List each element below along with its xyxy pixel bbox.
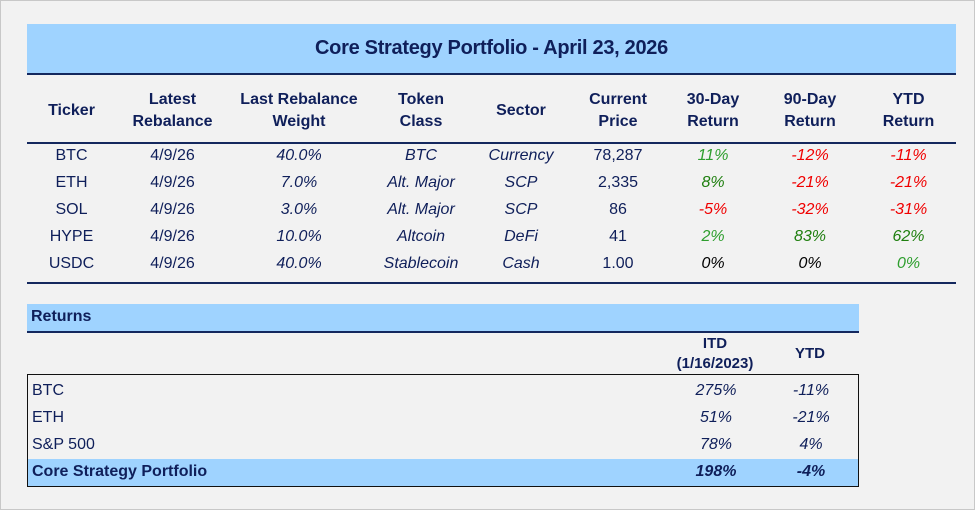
cell-weight: 40.0%: [276, 255, 322, 272]
returns-row: ETH 51% -21%: [28, 405, 858, 432]
cell-ticker: USDC: [48, 255, 95, 272]
cell-weight: 10.0%: [276, 228, 322, 245]
column-header: Token Class: [369, 79, 473, 142]
page-title: Core Strategy Portfolio - April 23, 2026: [315, 37, 668, 59]
cell-price: 78,287: [593, 147, 643, 164]
column-header-label: Token Class: [398, 90, 444, 130]
column-header-label: Ticker: [48, 101, 95, 119]
cell-weight: 3.0%: [280, 201, 318, 218]
column-header: Current Price: [569, 79, 667, 142]
cell-ytd: 62%: [892, 228, 925, 245]
column-header: YTD Return: [861, 79, 956, 142]
cell-sector: SCP: [504, 201, 538, 218]
cell-sector: DeFi: [504, 228, 538, 245]
returns-row: S&P 500 78% 4%: [28, 432, 858, 459]
column-header-label: Current Price: [589, 90, 647, 130]
cell-r30: 2%: [701, 228, 725, 245]
cell-ticker: ETH: [55, 174, 88, 191]
cell-class: Stablecoin: [383, 255, 459, 272]
itd-label: ITD: [702, 335, 728, 352]
holdings-table: BTC 4/9/26 40.0% BTC Currency 78,287 11% -12% -1…: [27, 144, 956, 284]
cell-r30: 0%: [701, 255, 725, 272]
cell-sector: Currency: [488, 147, 554, 164]
returns-row: Core Strategy Portfolio 198% -4%: [28, 459, 858, 486]
table-row: USDC 4/9/26 40.0% Stablecoin Cash 1.00 0% 0% 0%: [27, 252, 956, 279]
returns-band: Returns: [27, 304, 859, 333]
table-row: HYPE 4/9/26 10.0% Altcoin DeFi 41 2% 83% 62%: [27, 225, 956, 252]
returns-cell-ytd: -4%: [796, 463, 826, 480]
returns-cell-name: BTC: [32, 382, 64, 399]
returns-row: BTC 275% -11%: [28, 378, 858, 405]
column-header: Sector: [473, 79, 569, 142]
cell-ytd: -11%: [890, 147, 927, 164]
cell-price: 2,335: [597, 174, 639, 191]
cell-ytd: 0%: [896, 255, 921, 272]
returns-table: BTC 275% -11% ETH 51% -21% S&P 500 78% 4% Core St…: [27, 374, 859, 487]
cell-weight: 40.0%: [276, 147, 322, 164]
table-row: BTC 4/9/26 40.0% BTC Currency 78,287 11% -12% -1…: [27, 144, 956, 171]
cell-r90: -21%: [791, 174, 829, 191]
column-header-label: 90-Day Return: [783, 90, 837, 130]
column-header-label: Latest Rebalance: [132, 90, 213, 130]
returns-header: ITD (1/16/2023) YTD: [27, 334, 859, 374]
cell-r90: -12%: [791, 147, 829, 164]
cell-rebalance: 4/9/26: [150, 147, 195, 164]
column-header: Ticker: [27, 79, 116, 142]
cell-price: 86: [609, 201, 627, 218]
cell-class: Alt. Major: [387, 174, 455, 191]
cell-rebalance: 4/9/26: [150, 255, 195, 272]
cell-sector: SCP: [504, 174, 538, 191]
returns-cell-itd: 275%: [695, 382, 737, 399]
column-header-label: Last Rebalance Weight: [240, 90, 358, 130]
returns-cell-ytd: 4%: [799, 436, 823, 453]
cell-weight: 7.0%: [280, 174, 318, 191]
itd-date: (1/16/2023): [676, 355, 754, 372]
cell-ticker: BTC: [55, 147, 88, 164]
holdings-header: Ticker Latest Rebalance Last Rebalance Wei…: [27, 79, 956, 144]
cell-ytd: -31%: [889, 201, 928, 218]
column-header: Latest Rebalance: [116, 79, 229, 142]
returns-cell-name: S&P 500: [32, 436, 95, 453]
cell-ticker: SOL: [55, 201, 88, 218]
cell-rebalance: 4/9/26: [150, 228, 195, 245]
ytd-header: YTD: [795, 345, 825, 362]
table-row: SOL 4/9/26 3.0% Alt. Major SCP 86 -5% -32% -31%: [27, 198, 956, 225]
cell-class: Alt. Major: [387, 201, 455, 218]
cell-price: 1.00: [602, 255, 634, 272]
returns-cell-itd: 51%: [699, 409, 733, 426]
column-header: 90-Day Return: [759, 79, 861, 142]
cell-r30: 8%: [701, 174, 725, 191]
returns-cell-itd: 78%: [699, 436, 733, 453]
returns-cell-ytd: -21%: [792, 409, 830, 426]
cell-rebalance: 4/9/26: [150, 174, 195, 191]
cell-class: Altcoin: [396, 228, 446, 245]
returns-cell-name: ETH: [32, 409, 64, 426]
column-header: Last Rebalance Weight: [229, 79, 369, 142]
cell-r30: -5%: [698, 201, 728, 218]
cell-ticker: HYPE: [49, 228, 94, 245]
cell-r90: 83%: [793, 228, 827, 245]
cell-ytd: -21%: [889, 174, 928, 191]
column-header-label: 30-Day Return: [686, 90, 740, 130]
cell-r90: -32%: [791, 201, 829, 218]
cell-rebalance: 4/9/26: [150, 201, 195, 218]
itd-header: ITD (1/16/2023): [669, 334, 761, 374]
cell-r30: 11%: [697, 147, 729, 164]
returns-title: Returns: [31, 308, 92, 325]
cell-price: 41: [609, 228, 627, 245]
column-header-label: YTD Return: [882, 90, 935, 130]
returns-cell-ytd: -11%: [792, 382, 830, 399]
returns-cell-name: Core Strategy Portfolio: [32, 463, 208, 480]
cell-r90: 0%: [798, 255, 822, 272]
column-header-label: Sector: [496, 101, 546, 119]
column-header: 30-Day Return: [667, 79, 759, 142]
cell-sector: Cash: [502, 255, 540, 272]
cell-class: BTC: [405, 147, 437, 164]
returns-cell-itd: 198%: [695, 463, 737, 480]
title-band: Core Strategy Portfolio - April 23, 2026: [27, 24, 956, 75]
table-row: ETH 4/9/26 7.0% Alt. Major SCP 2,335 8% -21% -21…: [27, 171, 956, 198]
